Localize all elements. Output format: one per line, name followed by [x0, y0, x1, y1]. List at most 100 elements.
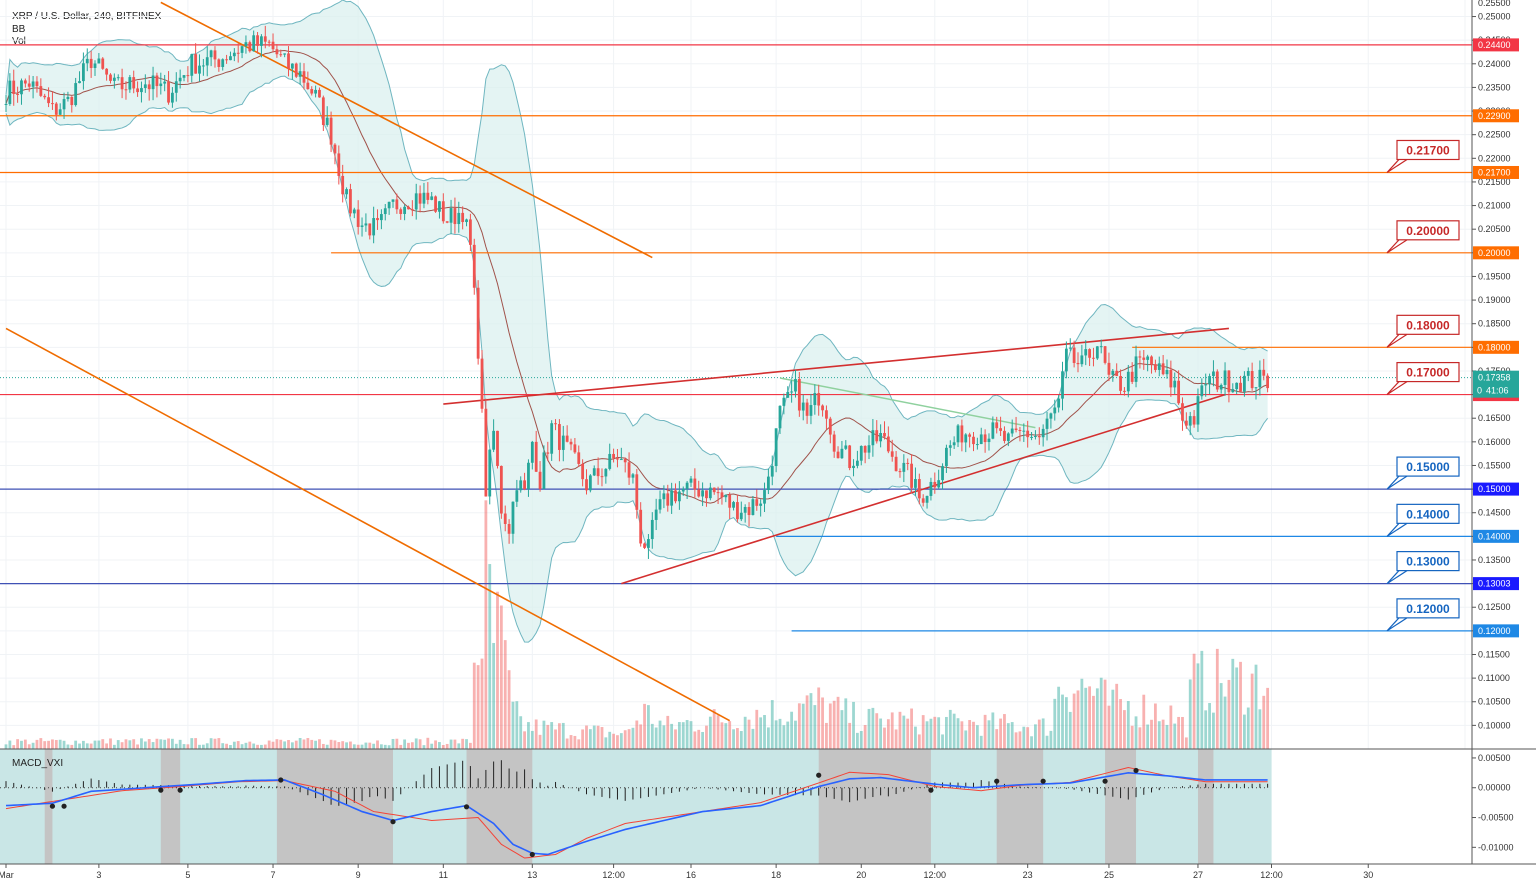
volume-bar [929, 718, 933, 749]
candle-body [387, 201, 391, 209]
callout-pointer [1386, 570, 1408, 585]
callout-label: 0.13000 [1406, 555, 1450, 569]
candle-body [43, 95, 47, 98]
candle-body [1204, 384, 1208, 386]
volume-bar [817, 687, 821, 749]
volume-bar [643, 703, 646, 749]
macd-cross-marker [177, 787, 183, 793]
bb-indicator-label[interactable]: BB [12, 24, 26, 35]
volume-bar [689, 721, 693, 749]
volume-bar [736, 728, 739, 749]
candle-body [1111, 370, 1115, 375]
volume-bar [639, 724, 643, 749]
volume-bar [410, 742, 414, 749]
volume-bar [770, 700, 774, 749]
candle-body [368, 223, 372, 236]
volume-bar [987, 720, 991, 749]
volume-bar [457, 743, 461, 749]
volume-bar [716, 715, 720, 749]
candle-body [23, 80, 27, 84]
candle-body [1084, 349, 1088, 356]
volume-bar [1219, 683, 1223, 749]
candle-body [434, 196, 437, 212]
macd-cross-marker [1102, 778, 1108, 784]
volume-bar [886, 719, 890, 749]
candle-body [639, 509, 643, 544]
candle-body [1080, 355, 1084, 365]
candle-body [875, 430, 879, 442]
volume-bar [561, 722, 565, 749]
candle-body [407, 206, 410, 210]
volume-bar [267, 740, 271, 749]
candle-body [469, 219, 472, 245]
macd-pane-label: MACD_VXI [12, 758, 63, 769]
candle-body [1061, 371, 1064, 399]
candle-body [414, 193, 418, 210]
candle-body [221, 59, 225, 67]
candle-body [1045, 418, 1049, 429]
volume-bar [755, 709, 759, 749]
candle-body [999, 428, 1002, 431]
volume-bar [476, 665, 480, 749]
volume-bars [4, 500, 1270, 749]
time-tick-label: 25 [1104, 870, 1114, 880]
volume-bar [797, 703, 801, 749]
volume-bar [1184, 737, 1188, 749]
candle-body [1134, 356, 1138, 382]
volume-bar [356, 744, 360, 749]
volume-bar [244, 742, 248, 749]
candle-body [685, 482, 689, 489]
level-price-tag-label: 0.24400 [1478, 40, 1511, 50]
volume-bar [1250, 673, 1254, 749]
candle-body [1034, 436, 1037, 438]
candle-body [240, 46, 244, 53]
volume-bar [1227, 679, 1231, 749]
candle-body [937, 480, 941, 488]
callout-pointer [1386, 333, 1408, 348]
candle-body [51, 103, 54, 105]
candle-body [519, 480, 523, 491]
volume-bar [848, 722, 852, 749]
candle-body [1107, 362, 1111, 375]
volume-bar [43, 741, 47, 749]
candle-body [1169, 370, 1173, 388]
volume-bar [27, 744, 31, 749]
volume-bar [503, 640, 507, 749]
candle-body [1076, 362, 1080, 365]
callout-label: 0.14000 [1406, 507, 1450, 521]
candle-body [1003, 430, 1006, 441]
volume-bar [260, 744, 263, 749]
volume-bar [747, 719, 751, 749]
candle-body [1053, 407, 1057, 414]
volume-bar [128, 740, 132, 749]
volume-bar [600, 727, 604, 749]
candle-body [112, 77, 116, 81]
volume-bar [325, 744, 329, 749]
candle-body [12, 80, 16, 94]
macd-tick-label: -0.00500 [1478, 813, 1514, 823]
level-price-tag-label: 0.12000 [1478, 626, 1511, 636]
candle-body [58, 109, 62, 115]
candle-body [167, 81, 170, 103]
price-tick-label: 0.13500 [1478, 555, 1511, 565]
volume-bar [1041, 718, 1045, 749]
callout-label: 0.12000 [1406, 602, 1450, 616]
volume-indicator-label[interactable]: Vol [12, 36, 26, 47]
candle-body [1095, 346, 1099, 359]
candle-body [174, 81, 178, 93]
time-tick-label: 20 [856, 870, 866, 880]
candle-body [720, 492, 724, 498]
candle-body [658, 499, 662, 510]
candle-body [689, 478, 693, 483]
macd-cross-marker [49, 803, 56, 809]
volume-bar [1018, 731, 1022, 749]
candle-body [914, 479, 917, 488]
volume-bar [979, 735, 983, 749]
callout-pointer [1386, 158, 1408, 173]
candle-body [1072, 347, 1076, 363]
trendlines [5, 1, 1229, 722]
candle-body [941, 466, 944, 481]
candle-body [1192, 416, 1196, 425]
candle-body [341, 175, 345, 195]
